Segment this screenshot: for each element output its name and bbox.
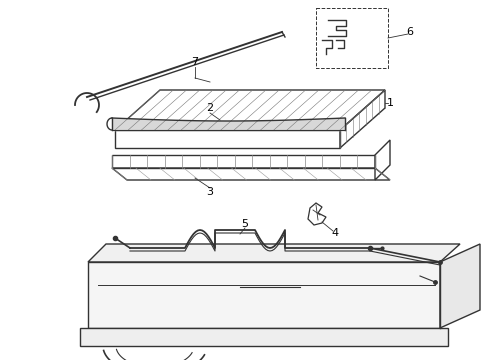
Text: 3: 3 bbox=[206, 187, 214, 197]
Text: 4: 4 bbox=[331, 228, 339, 238]
Polygon shape bbox=[88, 244, 460, 262]
Text: 1: 1 bbox=[387, 98, 393, 108]
Text: 6: 6 bbox=[407, 27, 414, 37]
Text: 5: 5 bbox=[242, 219, 248, 229]
Polygon shape bbox=[440, 244, 480, 328]
Polygon shape bbox=[88, 262, 440, 328]
Text: 7: 7 bbox=[192, 57, 198, 67]
Text: 2: 2 bbox=[206, 103, 214, 113]
Polygon shape bbox=[80, 328, 448, 346]
